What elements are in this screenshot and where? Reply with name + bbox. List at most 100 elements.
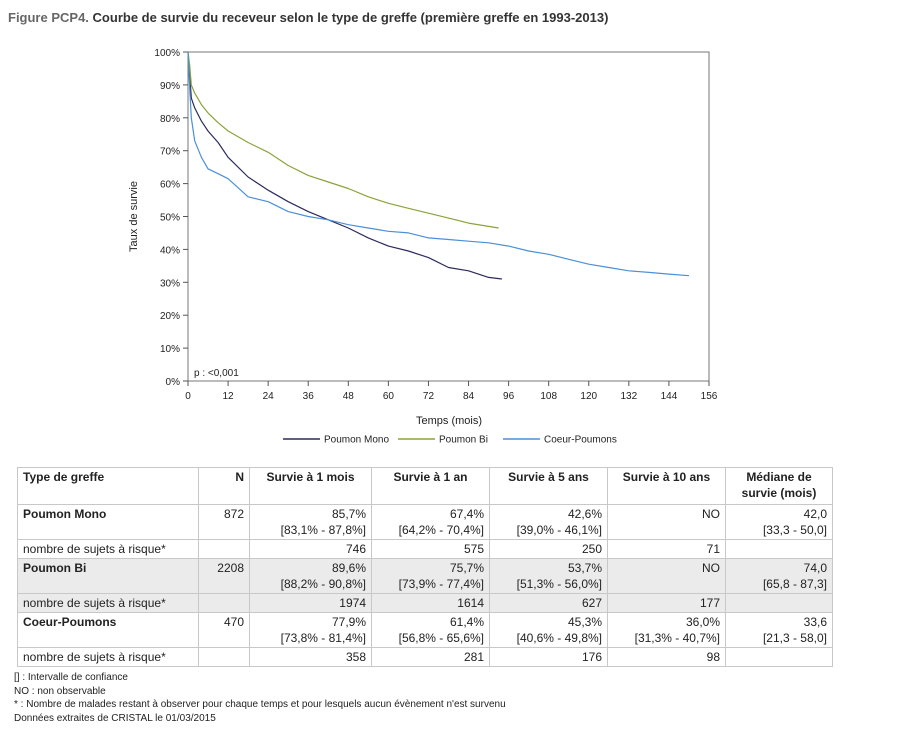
cell-10-years: NO (607, 504, 726, 540)
x-tick-label: 144 (661, 391, 678, 402)
at-risk-1-month: 358 (249, 647, 372, 667)
cell-10-years: 36,0% [31,3% - 40,7%] (607, 612, 726, 648)
legend-label: Coeur-Poumons (544, 435, 617, 446)
at-risk-10-years: 71 (607, 539, 726, 559)
footnote-ci: [] : Intervalle de confiance (14, 672, 128, 683)
row-label: Coeur-Poumons (17, 612, 199, 648)
cell-empty (198, 593, 250, 613)
x-tick-label: 48 (343, 391, 355, 402)
cell-1-year: 67,4% [64,2% - 70,4%] (371, 504, 490, 540)
cell-empty (725, 593, 833, 613)
x-tick-label: 108 (540, 391, 557, 402)
x-tick-label: 24 (263, 391, 275, 402)
at-risk-1-year: 1614 (371, 593, 490, 613)
x-tick-label: 156 (701, 391, 718, 402)
cell-n: 470 (198, 612, 250, 648)
at-risk-10-years: 98 (607, 647, 726, 667)
at-risk-10-years: 177 (607, 593, 726, 613)
cell-10-years: NO (607, 558, 726, 594)
cell-5-years: 45,3% [40,6% - 49,8%] (489, 612, 608, 648)
table-row-at-risk: nombre de sujets à risque* 358 281 176 9… (17, 647, 833, 667)
legend-label: Poumon Mono (324, 435, 389, 446)
header-1-month: Survie à 1 mois (249, 467, 372, 505)
x-tick-label: 96 (503, 391, 515, 402)
y-tick-label: 60% (160, 180, 180, 191)
cell-1-month: 85,7% [83,1% - 87,8%] (249, 504, 372, 540)
cell-1-month: 77,9% [73,8% - 81,4%] (249, 612, 372, 648)
y-tick-label: 30% (160, 278, 180, 289)
table-row: Coeur-Poumons 470 77,9% [73,8% - 81,4%] 6… (17, 612, 833, 648)
x-tick-label: 12 (223, 391, 235, 402)
at-risk-label: nombre de sujets à risque* (17, 593, 199, 613)
p-value-annotation: p : <0,001 (194, 368, 239, 379)
y-tick-label: 50% (160, 213, 180, 224)
plot-frame (187, 51, 710, 382)
cell-1-year: 61,4% [56,8% - 65,6%] (371, 612, 490, 648)
footnote-no: NO : non observable (14, 685, 106, 697)
at-risk-1-month: 1974 (249, 593, 372, 613)
header-type: Type de greffe (17, 467, 199, 505)
series-line-coeur-poumons (187, 51, 690, 277)
cell-empty (198, 539, 250, 559)
header-10-years: Survie à 10 ans (607, 467, 726, 505)
x-tick-label: 60 (383, 391, 395, 402)
cell-median: 33,6 [21,3 - 58,0] (725, 612, 833, 648)
y-tick-label: 100% (154, 48, 180, 59)
x-tick-label: 132 (621, 391, 638, 402)
header-5-years: Survie à 5 ans (489, 467, 608, 505)
figure-caption: Courbe de survie du receveur selon le ty… (92, 10, 609, 25)
header-n: N (198, 467, 250, 505)
at-risk-label: nombre de sujets à risque* (17, 539, 199, 559)
table-row-at-risk: nombre de sujets à risque* 1974 1614 627… (17, 593, 833, 613)
x-tick-label: 0 (185, 391, 191, 402)
y-axis-label: Taux de survie (128, 181, 140, 252)
x-tick-label: 120 (580, 391, 597, 402)
y-tick-label: 20% (160, 311, 180, 322)
table-row: Poumon Bi 2208 89,6% [88,2% - 90,8%] 75,7… (17, 558, 833, 594)
table-row-at-risk: nombre de sujets à risque* 746 575 250 7… (17, 539, 833, 559)
cell-5-years: 42,6% [39,0% - 46,1%] (489, 504, 608, 540)
series-line-poumon-mono (187, 51, 502, 280)
footnote-at-risk: * : Nombre de malades restant à observer… (14, 699, 506, 710)
cell-5-years: 53,7% [51,3% - 56,0%] (489, 558, 608, 594)
at-risk-5-years: 250 (489, 539, 608, 559)
row-label: Poumon Bi (17, 558, 199, 594)
at-risk-5-years: 176 (489, 647, 608, 667)
header-1-year: Survie à 1 an (371, 467, 490, 505)
y-tick-label: 10% (160, 344, 180, 355)
table-row: Poumon Mono 872 85,7% [83,1% - 87,8%] 67,… (17, 504, 833, 540)
cell-n: 2208 (198, 558, 250, 594)
figure-title: Figure PCP4. Courbe de survie du receveu… (8, 10, 608, 25)
cell-1-year: 75,7% [73,9% - 77,4%] (371, 558, 490, 594)
x-axis-label: Temps (mois) (416, 415, 482, 427)
series-line-poumon-bi (187, 51, 499, 229)
y-tick-label: 80% (160, 114, 180, 125)
legend-label: Poumon Bi (439, 435, 488, 446)
at-risk-1-year: 575 (371, 539, 490, 559)
y-tick-label: 90% (160, 81, 180, 92)
cell-n: 872 (198, 504, 250, 540)
x-tick-label: 84 (463, 391, 475, 402)
table-header-row: Type de greffe N Survie à 1 mois Survie … (17, 467, 833, 505)
cell-empty (725, 647, 833, 667)
header-median: Médiane de survie (mois) (725, 467, 833, 505)
y-tick-label: 0% (166, 377, 181, 388)
x-tick-label: 36 (303, 391, 315, 402)
survival-chart: 0% 10% 20% 30% 40% 50% 60% 70% 80% 90% 100% 0 12 24 36… (128, 48, 718, 446)
y-tick-label: 70% (160, 147, 180, 158)
footnote-source: Données extraites de CRISTAL le 01/03/20… (14, 712, 216, 724)
cell-1-month: 89,6% [88,2% - 90,8%] (249, 558, 372, 594)
cell-median: 74,0 [65,8 - 87,3] (725, 558, 833, 594)
y-tick-label: 40% (160, 245, 180, 256)
at-risk-1-month: 746 (249, 539, 372, 559)
x-tick-label: 72 (423, 391, 435, 402)
at-risk-5-years: 627 (489, 593, 608, 613)
footnotes: [] : Intervalle de confiance NO : non ob… (14, 671, 506, 725)
cell-empty (725, 539, 833, 559)
at-risk-label: nombre de sujets à risque* (17, 647, 199, 667)
figure-number: Figure PCP4. (8, 10, 89, 25)
cell-median: 42,0 [33,3 - 50,0] (725, 504, 833, 540)
survival-table: Type de greffe N Survie à 1 mois Survie … (17, 467, 833, 667)
cell-empty (198, 647, 250, 667)
row-label: Poumon Mono (17, 504, 199, 540)
